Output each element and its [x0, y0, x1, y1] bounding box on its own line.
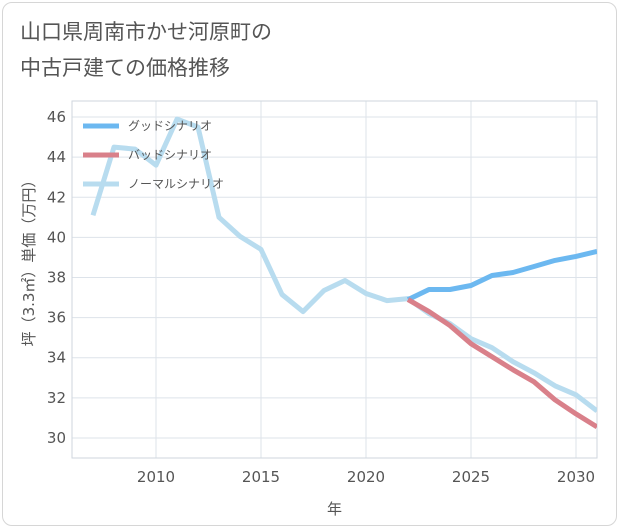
- legend-label: バッドシナリオ: [128, 148, 212, 162]
- y-tick-label: 32: [47, 389, 66, 407]
- y-tick-label: 42: [47, 188, 66, 206]
- page-title: 山口県周南市かせ河原町の 中古戸建ての価格推移: [20, 14, 272, 86]
- y-tick-label: 36: [47, 309, 66, 327]
- x-tick-label: 2015: [242, 468, 280, 486]
- series-line-2: [90, 116, 597, 413]
- y-tick-label: 38: [47, 268, 66, 286]
- title-line-1: 山口県周南市かせ河原町の: [20, 20, 272, 44]
- y-tick-label: 34: [47, 349, 66, 367]
- y-tick-label: 40: [47, 228, 66, 246]
- legend-label: ノーマルシナリオ: [128, 177, 224, 191]
- x-tick-label: 2010: [137, 468, 175, 486]
- y-tick-label: 44: [47, 148, 66, 166]
- x-tick-label: 2030: [557, 468, 595, 486]
- title-line-2: 中古戸建ての価格推移: [20, 56, 230, 80]
- y-axis-label: 坪（3.3㎡）単価（万円）: [20, 173, 38, 347]
- y-tick-label: 30: [47, 429, 66, 447]
- y-tick-label: 46: [47, 108, 66, 126]
- plot-border: [71, 100, 598, 459]
- series-line-1: [406, 297, 597, 430]
- x-axis-label: 年: [327, 500, 342, 518]
- x-tick-label: 2025: [452, 468, 490, 486]
- series-line-0: [406, 248, 597, 302]
- legend-label: グッドシナリオ: [128, 119, 212, 133]
- x-tick-label: 2020: [347, 468, 385, 486]
